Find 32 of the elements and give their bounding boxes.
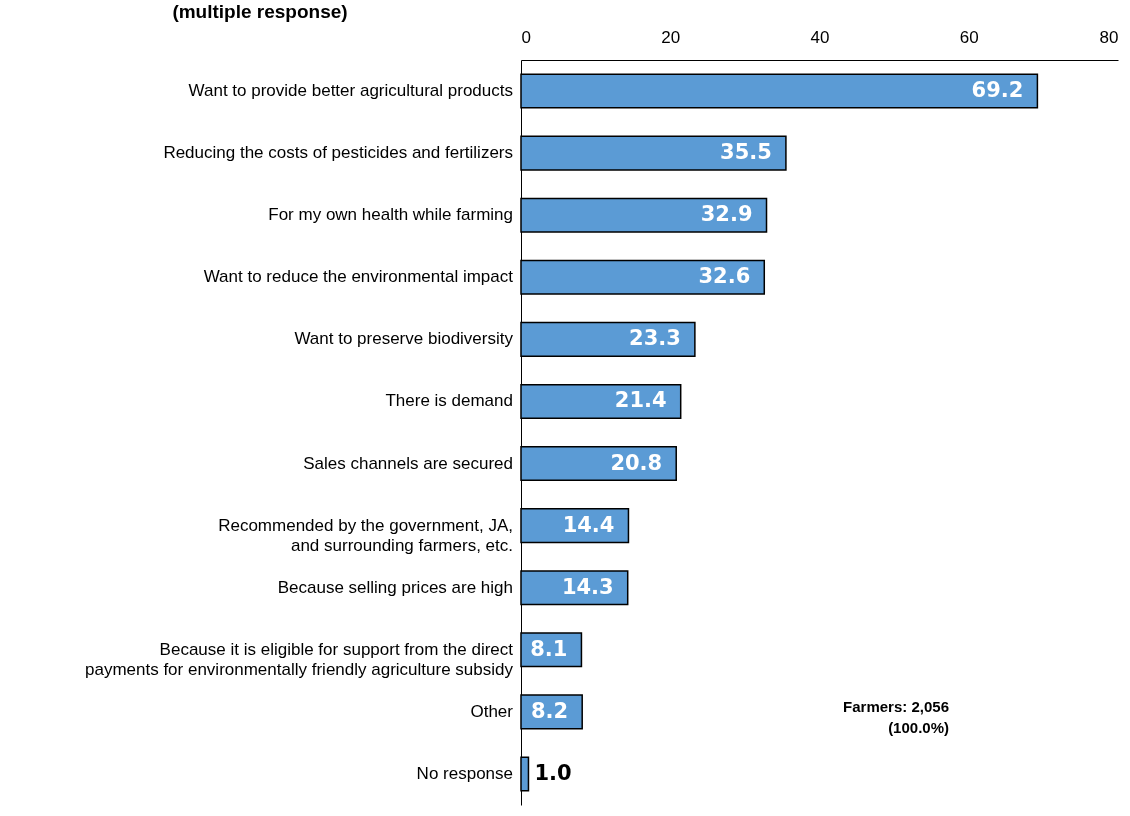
y-tick-label: No response: [416, 763, 513, 783]
data-label: 21.4: [614, 388, 667, 413]
annotation: Farmers: 2,056: [843, 698, 949, 715]
annotation: (100.0%): [888, 719, 949, 736]
data-label: 8.1: [530, 636, 568, 661]
x-tick-label: 80: [1099, 27, 1119, 47]
data-label: 35.5: [720, 140, 772, 165]
data-label: 23.3: [629, 326, 681, 351]
x-tick-label: 0: [521, 27, 531, 47]
x-tick-label: 20: [661, 27, 681, 47]
data-label: 8.2: [530, 698, 569, 723]
text: (multiple response): [172, 1, 348, 22]
data-label: 14.4: [562, 512, 615, 537]
y-tick-label: There is demand: [385, 391, 513, 411]
data-label: 69.2: [971, 78, 1024, 103]
y-tick-label: Other: [470, 701, 514, 721]
y-tick-label: Want to preserve biodiversity: [294, 329, 514, 349]
data-label: 32.9: [700, 202, 753, 227]
y-tick-label: For my own health while farming: [268, 205, 513, 225]
data-label: 32.6: [698, 264, 751, 289]
y-tick-label: Because it is eligible for support from the direct payments for environmentally friendly agriculture subsidy: [84, 639, 514, 679]
data-label: 1.0: [534, 760, 572, 785]
x-tick-label: 60: [959, 27, 979, 47]
y-tick-label: Sales channels are secured: [303, 453, 513, 473]
x-tick-label: 40: [810, 27, 830, 47]
y-tick-label: Want to provide better agricultural products: [188, 81, 513, 101]
data-label: 14.3: [561, 574, 614, 599]
y-tick-label: Recommended by the government, JA, and surrounding farmers, etc.: [218, 515, 513, 555]
data-label: 20.8: [610, 450, 663, 475]
y-tick-label: Because selling prices are high: [277, 577, 513, 597]
y-tick-label: Reducing the costs of pesticides and fertilizers: [163, 143, 513, 163]
y-tick-label: Want to reduce the environmental impact: [203, 267, 514, 287]
